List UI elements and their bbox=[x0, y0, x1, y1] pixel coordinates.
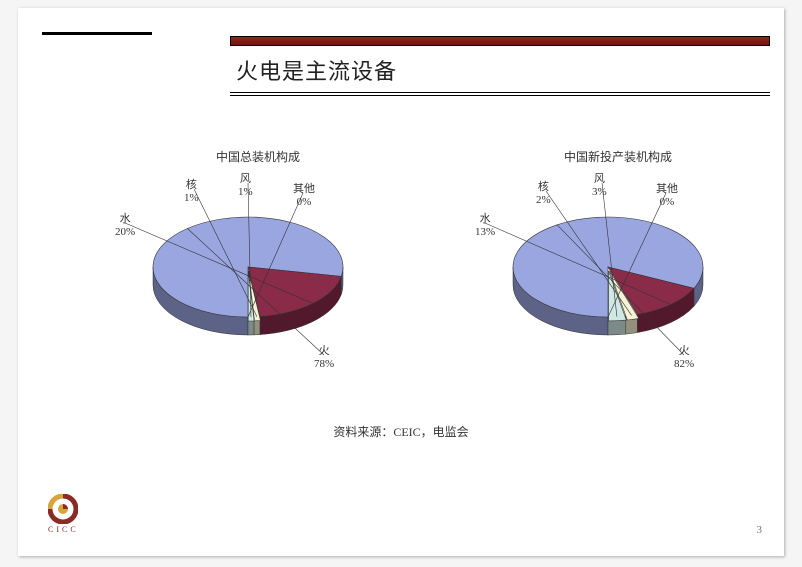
banner-bar bbox=[230, 36, 770, 46]
page-title: 火电是主流设备 bbox=[230, 46, 770, 92]
pie-wrap-right: 火82%水13%核2%风3%其他0% bbox=[478, 167, 758, 367]
page-number: 3 bbox=[757, 524, 763, 536]
pie-label: 其他0% bbox=[293, 183, 315, 209]
title-underline bbox=[230, 92, 770, 93]
pie-label: 水13% bbox=[475, 213, 495, 239]
logo-text: CICC bbox=[48, 525, 79, 534]
source-line: 资料来源：CEIC，电监会 bbox=[18, 423, 784, 440]
pie-label: 火82% bbox=[674, 345, 694, 371]
pie-wrap-left: 火78%水20%核1%风1%其他0% bbox=[118, 167, 398, 367]
logo: CICC bbox=[48, 494, 79, 534]
chart-left: 中国总装机构成 火78%水20%核1%风1%其他0% bbox=[88, 148, 428, 367]
pie-label: 水20% bbox=[115, 213, 135, 239]
pie-label: 风1% bbox=[238, 173, 253, 199]
pie-label: 核1% bbox=[184, 179, 199, 205]
title-banner: 火电是主流设备 bbox=[230, 36, 770, 96]
chart-title: 中国新投产装机构成 bbox=[448, 148, 788, 165]
pie-label: 火78% bbox=[314, 345, 334, 371]
slide-page: 火电是主流设备 中国总装机构成 火78%水20%核1%风1%其他0% 中国新投产… bbox=[18, 8, 784, 556]
title-underline bbox=[230, 95, 770, 96]
logo-icon bbox=[48, 494, 78, 524]
pie-label: 其他0% bbox=[656, 183, 678, 209]
top-rule bbox=[42, 32, 152, 35]
pie-svg bbox=[478, 167, 758, 367]
pie-label: 核2% bbox=[536, 181, 551, 207]
chart-right: 中国新投产装机构成 火82%水13%核2%风3%其他0% bbox=[448, 148, 788, 367]
charts-row: 中国总装机构成 火78%水20%核1%风1%其他0% 中国新投产装机构成 火82… bbox=[18, 148, 784, 408]
pie-label: 风3% bbox=[592, 173, 607, 199]
chart-title: 中国总装机构成 bbox=[88, 148, 428, 165]
pie-svg bbox=[118, 167, 398, 367]
